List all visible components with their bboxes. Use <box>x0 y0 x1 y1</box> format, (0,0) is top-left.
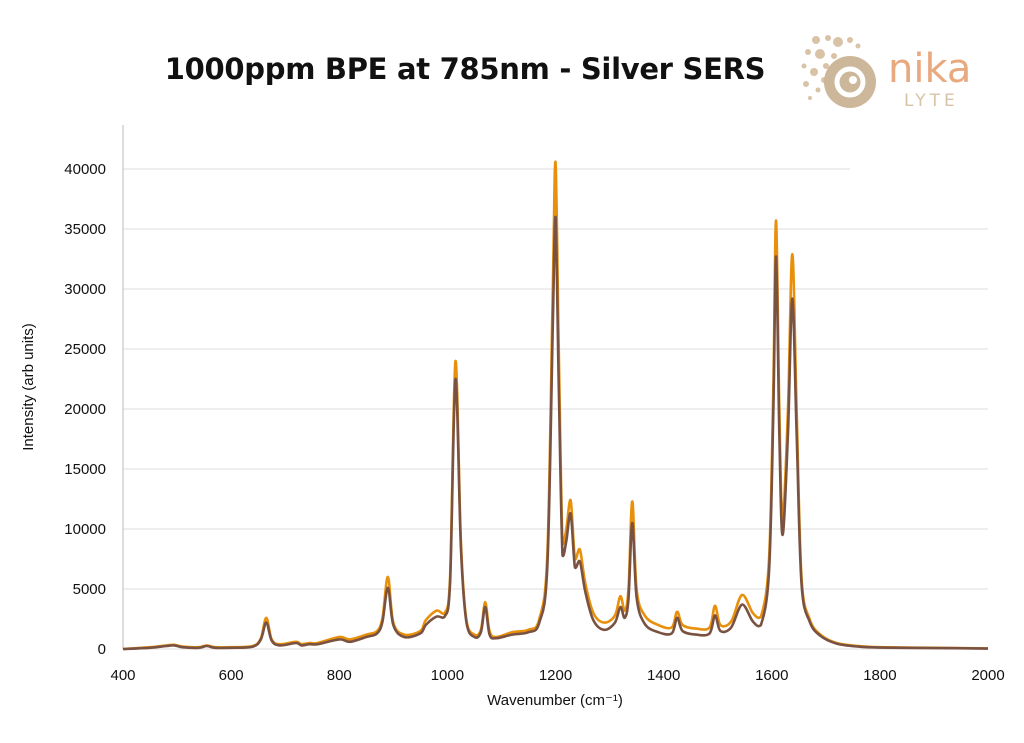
x-tick-label: 600 <box>219 667 244 684</box>
y-tick-label: 25000 <box>64 341 106 358</box>
logo-word: nika <box>888 46 971 92</box>
y-tick-label: 0 <box>98 641 106 658</box>
x-tick-label: 1000 <box>431 667 464 684</box>
y-axis-label: Intensity (arb units) <box>20 323 37 451</box>
series-line-2 <box>122 215 989 651</box>
y-tick-labels: 0 5000 10000 15000 20000 25000 30000 35000 40000 <box>64 161 106 658</box>
x-tick-label: 1600 <box>755 667 788 684</box>
x-axis-label: Wavenumber (cm⁻¹) <box>487 692 623 709</box>
x-tick-label: 2000 <box>971 667 1004 684</box>
y-tick-label: 5000 <box>73 581 106 598</box>
x-tick-labels: 400 600 800 1000 1200 1400 1600 1800 2000 <box>110 667 1004 684</box>
series-lines <box>122 160 989 651</box>
x-tick-label: 800 <box>327 667 352 684</box>
y-tick-label: 20000 <box>64 401 106 418</box>
logo-subword: LYTE <box>904 91 959 111</box>
y-tick-label: 10000 <box>64 521 106 538</box>
y-tick-label: 40000 <box>64 161 106 178</box>
y-tick-label: 15000 <box>64 461 106 478</box>
x-tick-label: 1400 <box>647 667 680 684</box>
x-tick-label: 1200 <box>539 667 572 684</box>
y-tick-label: 35000 <box>64 221 106 238</box>
y-tick-label: 30000 <box>64 281 106 298</box>
x-tick-label: 1800 <box>863 667 896 684</box>
nikalyte-logo: nika LYTE <box>801 35 971 111</box>
chart-title: 1000ppm BPE at 785nm - Silver SERS <box>164 52 766 86</box>
x-tick-label: 400 <box>110 667 135 684</box>
